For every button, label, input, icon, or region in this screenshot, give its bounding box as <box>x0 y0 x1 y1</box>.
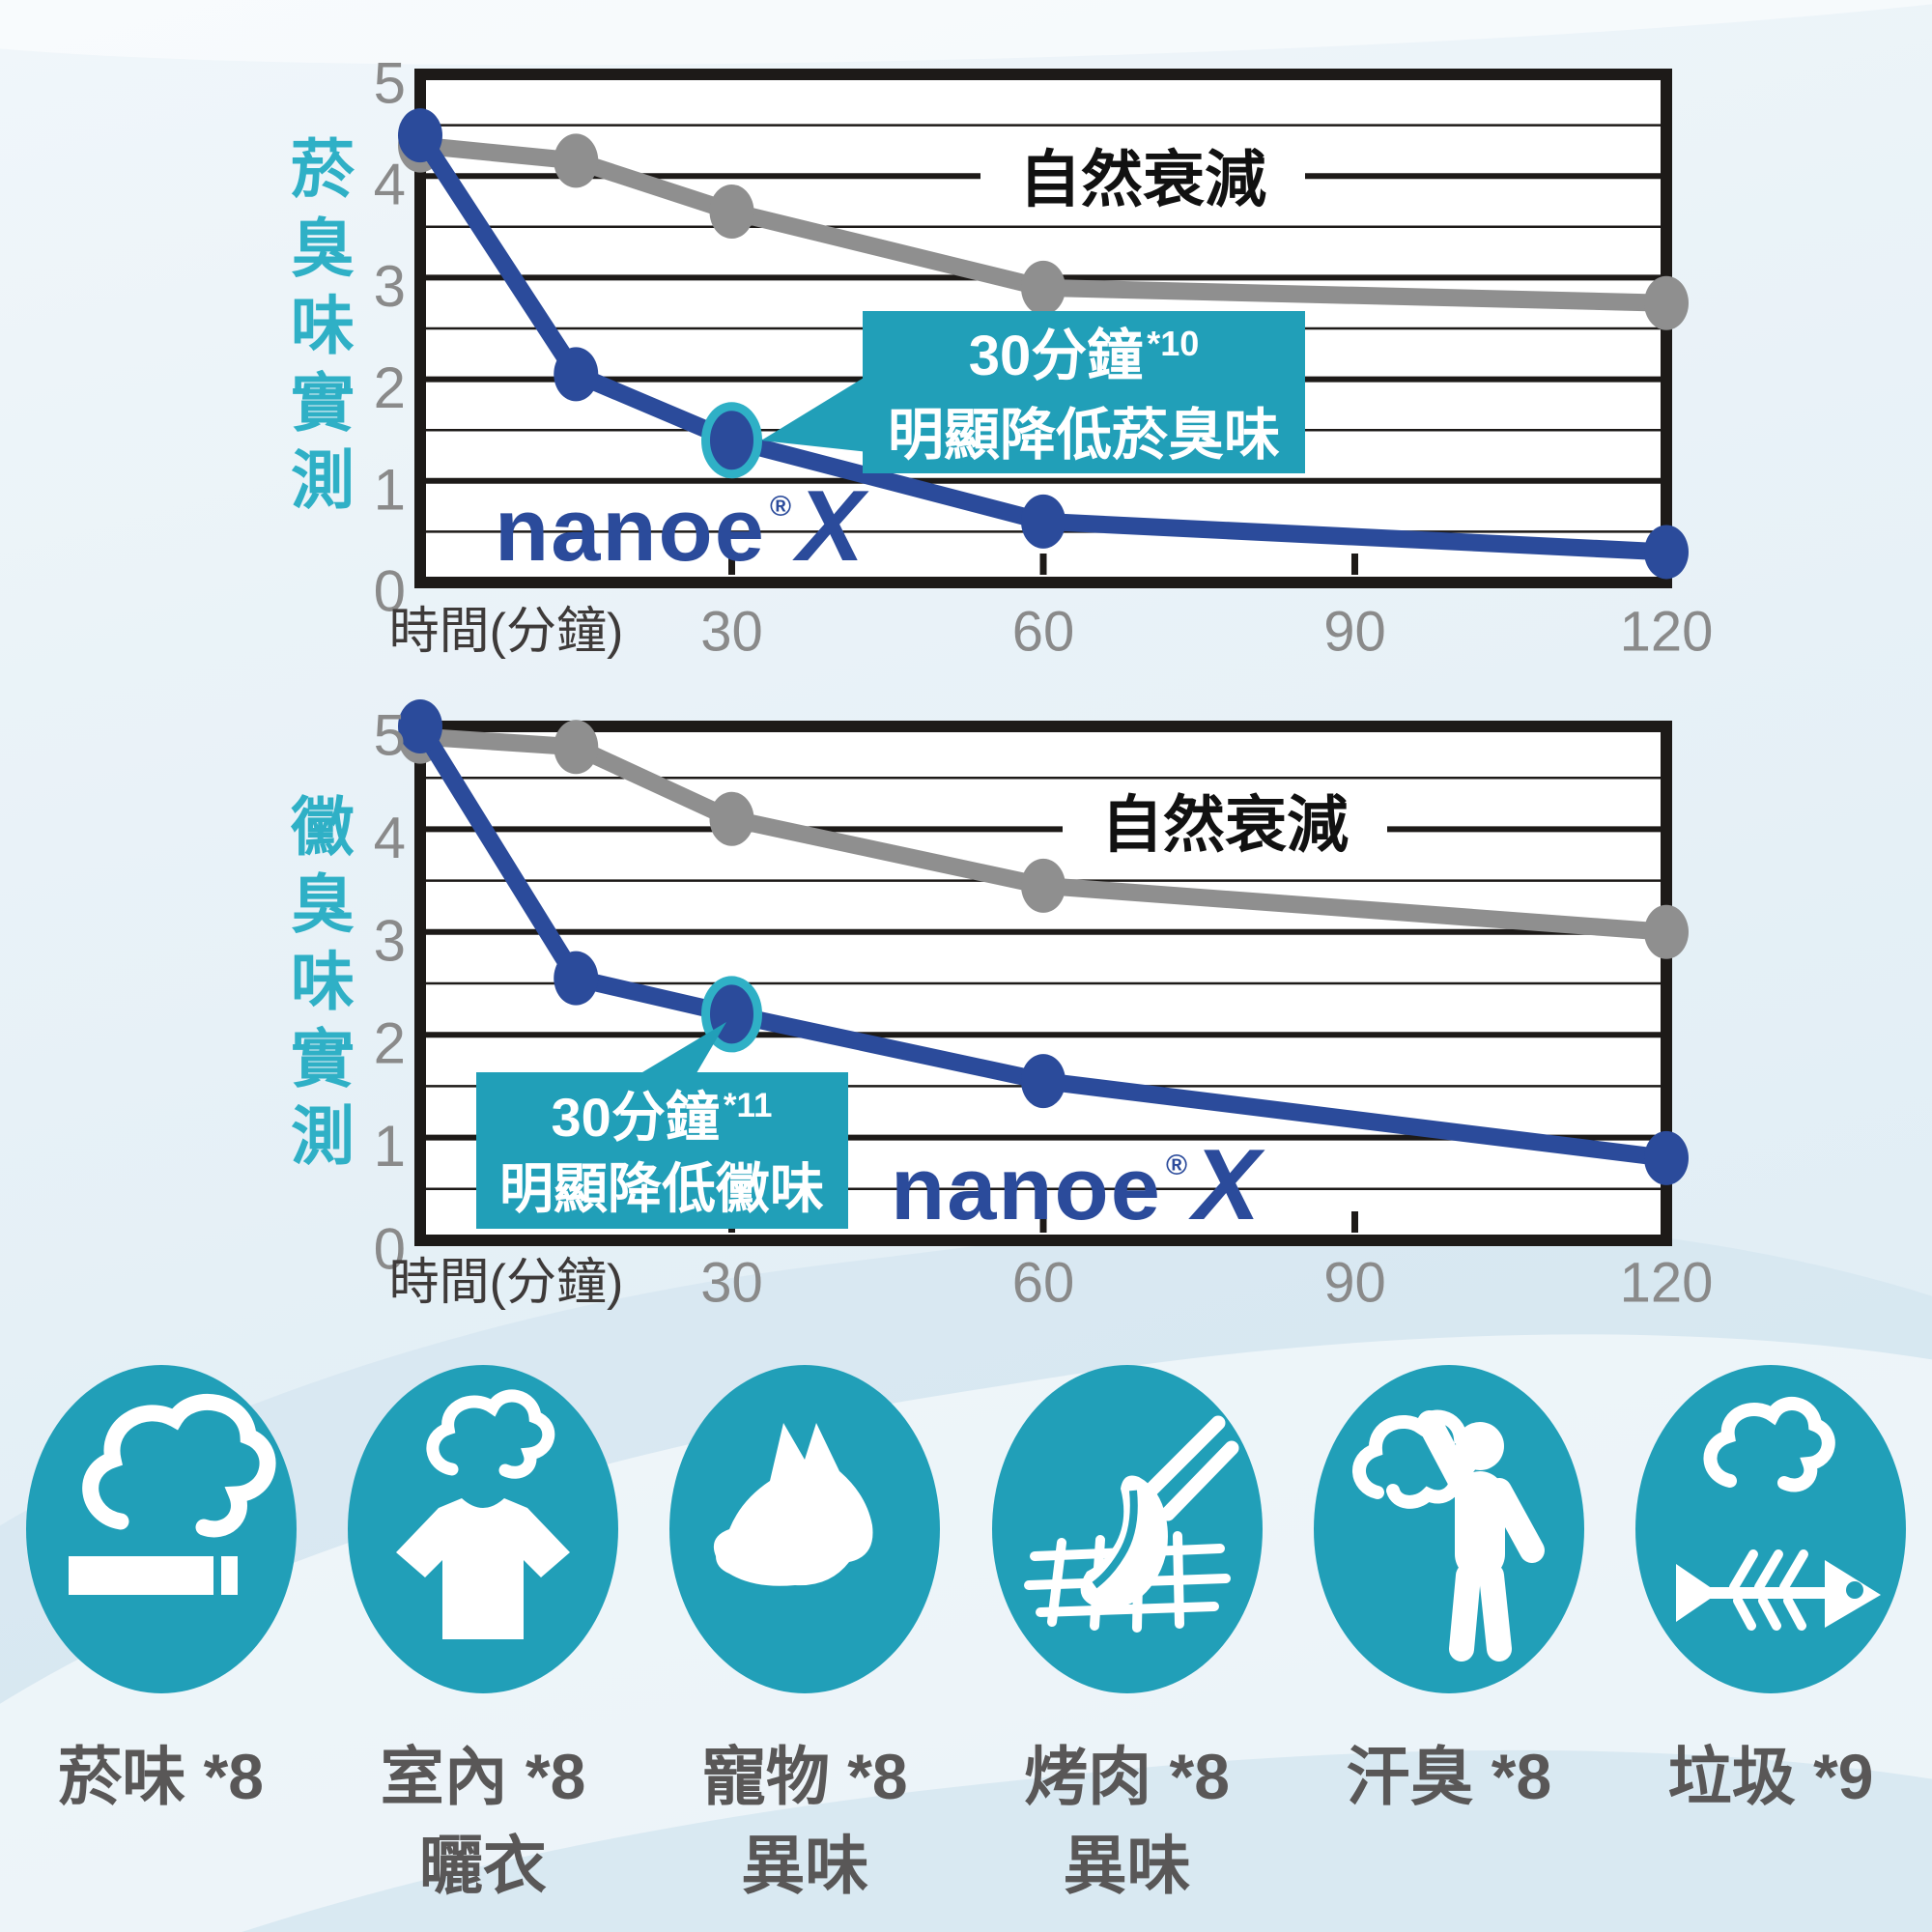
y-tick-label: 2 <box>374 355 406 420</box>
data-point-natural <box>1644 904 1689 959</box>
x-axis-title: 時間(分鐘) <box>389 1255 624 1311</box>
odor-item-pet: 寵物 *8 異味 <box>644 1365 966 1900</box>
data-point-nanoex <box>1644 1130 1689 1185</box>
callout-pointer <box>633 1022 726 1078</box>
annotation-bg <box>1063 784 1387 866</box>
y-tick-label: 1 <box>374 1114 406 1179</box>
x-tick-label: 90 <box>1323 601 1386 664</box>
data-point-natural <box>554 720 599 775</box>
data-point-natural <box>709 185 754 240</box>
y-tick-label: 5 <box>374 703 406 768</box>
callout-line1: 30分鐘 *10 <box>969 324 1200 387</box>
odor-item-sweat: 汗臭 *8 <box>1288 1365 1609 1900</box>
x-tick-label: 120 <box>1620 601 1714 664</box>
x-tick-label: 90 <box>1323 1252 1386 1315</box>
y-tick-label: 4 <box>374 806 406 870</box>
odor-label: 室內 *8 <box>380 1741 586 1812</box>
odor-label-line2: 曬衣 <box>418 1829 547 1901</box>
annotation-natural-decay: 自然衰減 <box>1019 145 1266 214</box>
x-tick-label: 120 <box>1620 1252 1714 1315</box>
data-point-nanoex <box>398 699 442 753</box>
callout-line1: 30分鐘 *11 <box>552 1087 773 1148</box>
y-axis-title: 黴臭味實測 <box>290 791 355 1172</box>
odor-label-line2: 異味 <box>1063 1829 1191 1901</box>
data-point-nanoex <box>398 108 442 163</box>
data-point-nanoex <box>554 951 599 1006</box>
annotation-bg <box>980 139 1305 220</box>
x-tick-label: 60 <box>1012 1252 1075 1315</box>
cigarette-odor-icon <box>25 1365 297 1693</box>
x-tick-label: 30 <box>700 601 763 664</box>
callout-line2: 明顯降低黴味 <box>499 1158 824 1219</box>
annotation-natural-decay: 自然衰減 <box>1101 790 1349 860</box>
data-point-natural <box>554 133 599 188</box>
odor-label: 汗臭 *8 <box>1346 1741 1552 1812</box>
odor-item-bbq: 烤肉 *8 異味 <box>966 1365 1288 1900</box>
callout-box <box>476 1072 848 1229</box>
y-tick-label: 4 <box>374 153 406 217</box>
odor-item-indoor-drying: 室內 *8 曬衣 <box>322 1365 643 1900</box>
fishbone-odor-icon <box>1635 1365 1907 1693</box>
sweat-odor-icon <box>1313 1365 1584 1693</box>
grilled-meat-odor-icon <box>991 1365 1263 1693</box>
y-tick-label: 0 <box>374 559 406 624</box>
highlighted-data-point-30min <box>701 402 762 479</box>
odor-label: 菸味 *8 <box>58 1741 265 1812</box>
odor-label: 寵物 *8 <box>701 1741 908 1812</box>
data-point-nanoex <box>1021 1054 1065 1109</box>
nanoe-x-logo: nanoe ®X <box>495 470 869 582</box>
data-point-nanoex <box>554 347 599 402</box>
data-point-nanoex <box>1644 525 1689 580</box>
data-point-natural <box>1021 858 1065 913</box>
nanoe-x-logo: nanoe ®X <box>891 1129 1265 1241</box>
odor-icons-row: 菸味 *8 室內 *8 曬衣 寵物 *8 異味 <box>0 1365 1932 1900</box>
plot-border <box>414 721 1672 1246</box>
callout-line2: 明顯降低菸臭味 <box>888 404 1280 467</box>
y-tick-label: 0 <box>374 1217 406 1282</box>
dog-odor-icon <box>669 1365 941 1693</box>
data-point-nanoex <box>1021 494 1065 549</box>
odor-label: 垃圾 *9 <box>1667 1741 1874 1812</box>
data-point-natural <box>1021 260 1065 315</box>
x-tick-label: 60 <box>1012 601 1075 664</box>
shirt-odor-icon <box>347 1365 618 1693</box>
odor-label: 烤肉 *8 <box>1024 1741 1230 1812</box>
callout-box <box>863 311 1305 473</box>
y-tick-label: 5 <box>374 51 406 116</box>
y-tick-label: 2 <box>374 1011 406 1076</box>
x-axis-title: 時間(分鐘) <box>389 604 624 660</box>
data-point-natural <box>1644 275 1689 330</box>
data-point-natural <box>709 791 754 846</box>
y-tick-label: 3 <box>374 908 406 973</box>
odor-label-line2: 異味 <box>741 1829 869 1901</box>
y-tick-label: 3 <box>374 254 406 319</box>
y-axis-title: 菸臭味實測 <box>291 133 355 516</box>
odor-item-garbage: 垃圾 *9 <box>1609 1365 1931 1900</box>
callout-pointer <box>761 375 868 452</box>
odor-item-cigarette: 菸味 *8 <box>0 1365 322 1900</box>
x-tick-label: 30 <box>700 1252 763 1315</box>
y-tick-label: 1 <box>374 457 406 522</box>
